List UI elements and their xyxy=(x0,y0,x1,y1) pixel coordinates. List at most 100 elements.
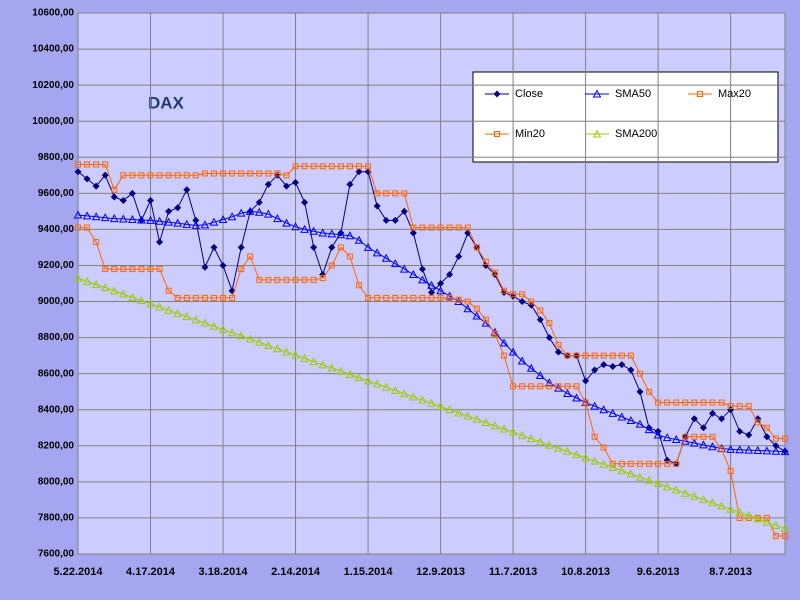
point xyxy=(155,216,164,225)
point xyxy=(744,445,754,454)
x-tick-label: 4.17.2014 xyxy=(126,566,176,578)
point xyxy=(265,170,272,177)
point xyxy=(627,460,634,467)
point xyxy=(254,337,264,346)
point xyxy=(554,383,563,392)
point xyxy=(292,276,299,283)
point xyxy=(455,224,462,231)
point xyxy=(446,224,453,231)
point xyxy=(391,216,399,224)
point xyxy=(300,353,309,362)
legend-label: Min20 xyxy=(515,128,545,140)
x-tick-label: 11.7.2013 xyxy=(489,566,537,578)
point xyxy=(174,294,181,301)
point xyxy=(418,395,427,404)
point xyxy=(735,507,745,516)
point xyxy=(454,408,464,417)
point xyxy=(382,216,390,224)
point xyxy=(300,224,309,233)
point xyxy=(183,186,191,194)
point xyxy=(700,433,707,440)
point xyxy=(301,198,309,206)
point xyxy=(256,170,263,177)
point xyxy=(609,352,616,359)
point xyxy=(545,334,553,342)
point xyxy=(401,190,408,197)
point xyxy=(309,226,319,235)
point xyxy=(255,198,263,206)
point xyxy=(482,258,489,265)
point xyxy=(354,373,364,382)
point xyxy=(782,532,788,539)
point xyxy=(554,348,562,356)
point xyxy=(519,291,526,298)
point xyxy=(600,361,608,369)
point xyxy=(763,514,770,521)
series-line xyxy=(78,227,785,537)
point xyxy=(73,273,83,282)
point xyxy=(517,430,527,439)
point xyxy=(617,412,627,421)
point xyxy=(618,361,626,369)
point xyxy=(146,215,155,224)
point xyxy=(482,316,489,323)
point xyxy=(680,488,690,497)
point xyxy=(383,190,390,197)
point xyxy=(428,289,435,297)
point xyxy=(517,356,527,365)
point xyxy=(374,190,381,197)
point xyxy=(636,460,643,467)
point xyxy=(91,280,101,289)
point xyxy=(274,170,281,177)
point xyxy=(345,231,355,240)
point xyxy=(718,446,725,453)
point xyxy=(727,468,734,475)
point xyxy=(111,186,118,193)
point xyxy=(690,491,699,500)
point xyxy=(319,163,326,170)
point xyxy=(229,170,236,177)
point xyxy=(282,182,290,190)
point xyxy=(762,517,772,526)
point xyxy=(273,344,282,353)
point xyxy=(220,294,227,301)
point xyxy=(691,399,698,406)
y-tick-label: 9600,00 xyxy=(38,188,75,199)
point xyxy=(254,207,264,216)
point xyxy=(464,224,471,231)
point xyxy=(247,253,254,260)
point xyxy=(210,243,218,251)
point xyxy=(526,363,536,372)
point xyxy=(200,220,210,229)
point xyxy=(563,388,572,398)
point xyxy=(355,168,363,176)
point xyxy=(73,210,83,219)
point xyxy=(336,366,346,375)
point xyxy=(229,294,236,301)
point xyxy=(626,415,636,425)
point xyxy=(399,389,409,398)
point xyxy=(519,383,526,390)
point xyxy=(563,446,572,455)
point xyxy=(745,403,752,410)
point xyxy=(236,331,246,340)
point xyxy=(663,456,671,464)
point xyxy=(301,276,308,283)
point xyxy=(690,415,698,423)
y-tick-label: 9200,00 xyxy=(38,260,75,271)
x-tick-label: 2.14.2014 xyxy=(271,566,321,578)
point xyxy=(165,207,173,215)
point xyxy=(354,235,364,244)
point xyxy=(699,494,708,504)
point xyxy=(119,197,127,205)
point xyxy=(564,352,571,359)
point xyxy=(708,498,717,507)
legend-marker xyxy=(493,90,501,98)
x-tick-label: 8.7.2013 xyxy=(709,566,752,578)
point xyxy=(590,456,599,465)
point xyxy=(599,459,609,468)
point xyxy=(210,294,217,301)
point xyxy=(282,218,291,227)
point xyxy=(137,215,146,224)
point xyxy=(383,294,390,301)
